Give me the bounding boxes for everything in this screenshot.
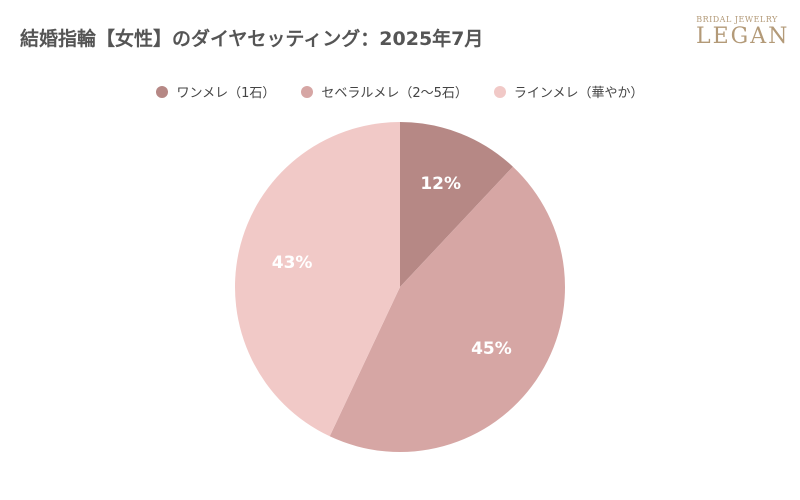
brand-name: LEGAN <box>696 24 790 49</box>
chart-title: 結婚指輪【女性】のダイヤセッティング：2025年7月 <box>20 28 484 50</box>
pie-slice-one-stone[interactable] <box>400 122 513 287</box>
legend-item-line-stones[interactable]: ラインメレ（華やか） <box>493 82 644 101</box>
pie-label-line-stones: 43% <box>272 253 313 273</box>
legend-item-several-stones[interactable]: セベラルメレ（2〜5石） <box>301 82 468 101</box>
pie-label-one-stone: 12% <box>420 174 461 194</box>
legend-swatch-one-stone <box>156 85 169 98</box>
legend-label-line-stones: ラインメレ（華やか） <box>513 86 644 101</box>
legend-swatch-several-stones <box>301 85 314 98</box>
pie-slice-several-stones[interactable] <box>329 166 565 453</box>
chart-legend: ワンメレ（1石） セベラルメレ（2〜5石） ラインメレ（華やか） <box>0 82 800 101</box>
brand-subtitle: BRIDAL JEWELRY <box>696 15 778 24</box>
legend-swatch-line-stones <box>493 85 506 98</box>
legend-item-one-stone[interactable]: ワンメレ（1石） <box>156 82 275 101</box>
pie-label-several-stones: 45% <box>471 339 512 359</box>
legend-label-several-stones: セベラルメレ（2〜5石） <box>321 86 468 101</box>
brand-logo: BRIDAL JEWELRY LEGAN <box>696 14 790 49</box>
legend-label-one-stone: ワンメレ（1石） <box>176 86 276 101</box>
pie-slice-line-stones[interactable] <box>235 122 400 437</box>
